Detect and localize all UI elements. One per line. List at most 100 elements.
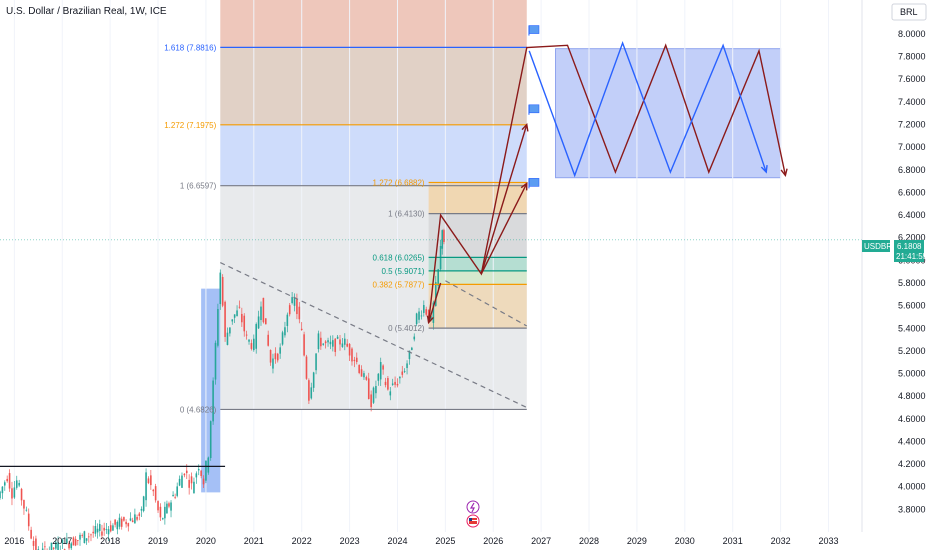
candle-body [181, 475, 183, 488]
candle-body [142, 496, 145, 511]
candle-body [262, 297, 265, 323]
candle-body [320, 337, 322, 347]
candle-body [336, 336, 339, 339]
candle-body [55, 542, 57, 549]
y-tick-label: 6.8000 [898, 165, 926, 175]
y-tick-label: 8.0000 [898, 29, 926, 39]
candle-body [77, 540, 79, 541]
candle-body [85, 538, 88, 541]
candle-body [315, 353, 317, 371]
candle-body [219, 272, 222, 305]
candle-body [114, 519, 116, 525]
lightning-icon[interactable] [466, 500, 480, 514]
candle-body [221, 276, 224, 306]
candle-body [264, 318, 267, 325]
x-tick-label: 2017 [52, 536, 72, 546]
candle-body [305, 356, 308, 379]
candle-body [107, 529, 110, 535]
candle-body [35, 538, 37, 550]
candle-body [434, 282, 437, 306]
candle-body [87, 536, 90, 538]
candle-body [372, 387, 375, 403]
candle-body [293, 297, 296, 306]
candle-body [207, 457, 210, 473]
candle-body [6, 478, 8, 482]
candle-body [136, 516, 138, 520]
price-badge-value: 6.1808 [897, 242, 922, 251]
candle-body [411, 347, 413, 351]
candle-body [296, 299, 298, 315]
candle-body [61, 539, 64, 544]
price-badge: USDBRL 6.1808 21:41:55 [862, 240, 928, 262]
y-tick-label: 6.6000 [898, 187, 926, 197]
currency-button-label: BRL [900, 7, 918, 17]
candle-body [351, 348, 353, 362]
candle-body [344, 338, 346, 345]
candle-body [120, 518, 123, 527]
candle-body [413, 336, 416, 340]
candle-body [15, 480, 18, 488]
x-tick-label: 2030 [675, 536, 695, 546]
candle-body [1, 486, 4, 494]
candle-body [138, 513, 141, 516]
candle-body [157, 501, 159, 511]
candle-body [443, 230, 445, 243]
y-tick-label: 5.4000 [898, 323, 926, 333]
currency-button[interactable]: BRL [891, 3, 927, 21]
fib-small-zone-ext [428, 182, 527, 214]
candle-body [57, 542, 59, 550]
candle-body [152, 489, 155, 492]
candle-body [245, 334, 248, 336]
candle-body [418, 311, 420, 320]
us-flag-icon[interactable] [466, 514, 480, 528]
candle-body [415, 313, 418, 325]
price-badge-countdown: 21:41:55 [896, 252, 928, 261]
projection-red [427, 43, 787, 323]
candle-body [79, 534, 81, 540]
y-tick-label: 4.4000 [898, 436, 926, 446]
candle-body [94, 526, 97, 534]
fib-small-zone-382 [428, 284, 527, 329]
candle-body [193, 481, 195, 494]
candle-body [257, 316, 260, 329]
candle-body [379, 362, 382, 380]
candle-body [217, 308, 219, 346]
candle-body [72, 537, 75, 546]
candle-body [389, 391, 392, 396]
fib-zone-1272 [220, 124, 527, 186]
candle-body [291, 297, 293, 304]
price-badge-symbol: USDBRL [864, 242, 897, 251]
candle-body [339, 339, 341, 345]
projection-red-branch [427, 282, 442, 323]
candle-body [195, 473, 198, 478]
candle-body [30, 529, 32, 539]
candle-body [134, 514, 136, 524]
candle-body [250, 343, 253, 349]
y-tick-label: 6.4000 [898, 210, 926, 220]
candle-body [50, 542, 53, 550]
candle-body [202, 478, 205, 485]
candle-body [243, 315, 246, 332]
y-tick-label: 3.8000 [898, 504, 926, 514]
candle-body [327, 340, 329, 343]
candle-body [269, 349, 272, 363]
fib-level-label: 1 (6.6597) [180, 182, 217, 191]
candle-body [32, 540, 35, 546]
candle-body [20, 488, 23, 501]
candle-body [353, 359, 356, 362]
trendline-descending [220, 262, 528, 409]
candle-body [360, 369, 363, 377]
fib-level-label: 0 (4.6826) [180, 405, 217, 414]
candle-body [253, 338, 255, 351]
candle-body [98, 524, 101, 531]
candle-body [348, 343, 351, 356]
candle-body [0, 491, 1, 499]
candle-body [341, 343, 344, 347]
candle-body [276, 353, 279, 361]
candle-body [11, 488, 13, 499]
candle-body [322, 343, 325, 345]
candle-body [286, 314, 289, 327]
candle-body [52, 547, 55, 549]
x-tick-label: 2027 [531, 536, 551, 546]
x-tick-label: 2016 [4, 536, 24, 546]
